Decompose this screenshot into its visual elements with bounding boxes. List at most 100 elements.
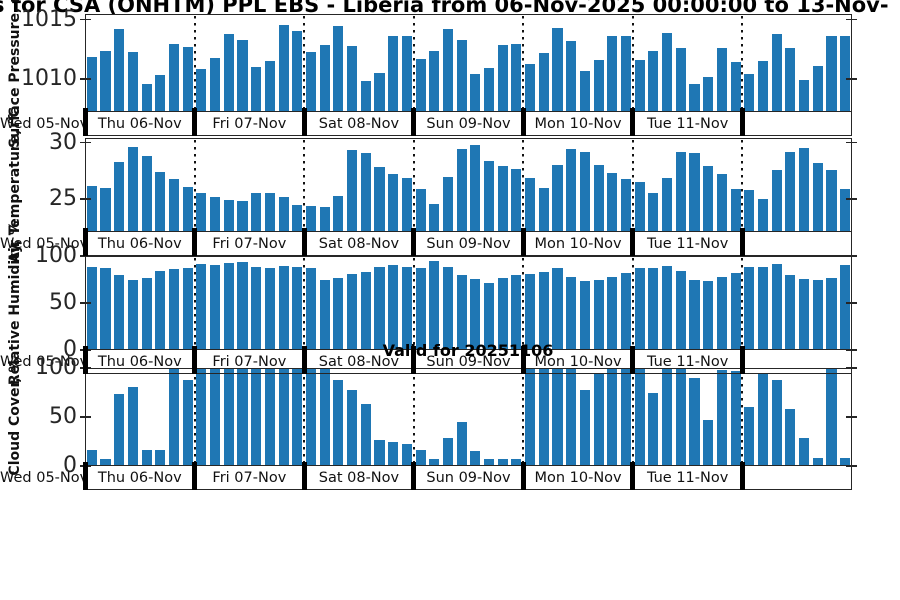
- bar-cloud-cover: [785, 409, 796, 466]
- day-label: Sat 08-Nov: [318, 236, 400, 252]
- bar-air-temperature: [210, 196, 221, 232]
- y-tick-right: [846, 416, 857, 418]
- bar-air-temperature: [196, 193, 207, 232]
- bar-surface-pressure: [785, 48, 796, 112]
- bar-surface-pressure: [689, 83, 700, 112]
- bar-surface-pressure: [196, 69, 207, 112]
- bar-surface-pressure: [223, 34, 234, 112]
- y-tick-right: [846, 255, 857, 257]
- bar-relative-humidity: [716, 276, 727, 350]
- bar-cloud-cover: [840, 458, 851, 466]
- bar-air-temperature: [634, 182, 645, 232]
- day-separator: [630, 462, 636, 490]
- y-tick-label: 30: [49, 129, 77, 155]
- bar-cloud-cover: [210, 368, 221, 466]
- day-boundary-line: [193, 258, 196, 348]
- y-tick-right: [846, 349, 857, 351]
- bar-air-temperature: [292, 204, 303, 232]
- day-boundary-line: [522, 258, 525, 348]
- bar-air-temperature: [100, 187, 111, 232]
- bar-cloud-cover: [716, 369, 727, 466]
- bar-surface-pressure: [168, 43, 180, 112]
- bar-cloud-cover: [744, 407, 755, 466]
- bar-cloud-cover: [483, 459, 495, 466]
- day-separator: [82, 108, 88, 136]
- bar-cloud-cover: [730, 370, 741, 466]
- bar-relative-humidity: [141, 277, 152, 350]
- bar-relative-humidity: [730, 272, 741, 350]
- day-separator: [82, 462, 88, 490]
- bar-air-temperature: [675, 151, 686, 232]
- bar-cloud-cover: [662, 368, 673, 466]
- bar-relative-humidity: [360, 271, 371, 350]
- bar-relative-humidity: [442, 267, 453, 350]
- day-boundary-line: [303, 258, 306, 348]
- bar-air-temperature: [730, 188, 741, 232]
- day-label: Sun 09-Nov: [426, 354, 511, 370]
- bar-surface-pressure: [86, 56, 97, 112]
- bar-relative-humidity: [812, 280, 823, 350]
- day-boundary-line: [522, 370, 525, 464]
- day-label: Mon 10-Nov: [534, 470, 622, 486]
- bar-surface-pressure: [429, 50, 440, 112]
- bar-surface-pressure: [757, 61, 769, 112]
- day-separator: [301, 228, 307, 256]
- valid-for-label: Valid for 20251106: [382, 341, 554, 360]
- bar-air-temperature: [497, 166, 508, 232]
- day-label: Fri 07-Nov: [212, 354, 287, 370]
- bar-surface-pressure: [771, 34, 782, 112]
- bar-relative-humidity: [840, 265, 851, 350]
- left-axis-date: Wed 05-Nov: [0, 354, 89, 370]
- day-boundary-line: [412, 258, 415, 348]
- y-tick-label: 100: [35, 243, 77, 268]
- bar-relative-humidity: [675, 271, 686, 350]
- bar-cloud-cover: [319, 368, 330, 466]
- bar-relative-humidity: [799, 278, 810, 350]
- y-tick-label: 25: [49, 186, 77, 212]
- day-boundary-line: [412, 370, 415, 464]
- bar-surface-pressure: [730, 62, 741, 112]
- day-label-band: [85, 112, 852, 136]
- day-separator: [192, 462, 198, 490]
- day-label: Thu 06-Nov: [97, 470, 182, 486]
- bar-cloud-cover: [182, 379, 193, 466]
- bar-relative-humidity: [757, 267, 769, 350]
- day-boundary-line: [631, 16, 634, 110]
- bar-air-temperature: [155, 171, 166, 232]
- bar-surface-pressure: [634, 60, 645, 112]
- bar-air-temperature: [333, 195, 344, 232]
- y-tick-label: 50: [49, 404, 77, 429]
- bar-air-temperature: [771, 169, 782, 232]
- day-label: Sat 08-Nov: [318, 470, 400, 486]
- bar-air-temperature: [429, 203, 440, 232]
- plot-box-relative-humidity: [85, 256, 852, 350]
- bar-cloud-cover: [634, 368, 645, 466]
- bar-air-temperature: [511, 168, 522, 232]
- bar-cloud-cover: [812, 458, 823, 466]
- bar-relative-humidity: [470, 278, 481, 350]
- bar-air-temperature: [114, 161, 125, 232]
- bar-cloud-cover: [223, 368, 234, 466]
- bar-relative-humidity: [388, 265, 399, 350]
- y-tick-left: [80, 302, 91, 304]
- y-tick-label: 0: [63, 337, 77, 362]
- bar-surface-pressure: [127, 51, 138, 112]
- bar-relative-humidity: [483, 283, 495, 350]
- bar-cloud-cover: [374, 439, 385, 466]
- bar-cloud-cover: [264, 368, 275, 466]
- day-boundary-line: [522, 140, 525, 230]
- bar-cloud-cover: [525, 368, 536, 466]
- bar-cloud-cover: [771, 379, 782, 466]
- bar-air-temperature: [483, 160, 495, 232]
- y-tick-left: [80, 77, 91, 80]
- bar-cloud-cover: [429, 459, 440, 466]
- day-boundary-line: [631, 258, 634, 348]
- bar-cloud-cover: [799, 437, 810, 466]
- bar-relative-humidity: [662, 266, 673, 350]
- day-label: Fri 07-Nov: [212, 116, 287, 132]
- bar-surface-pressure: [840, 36, 851, 112]
- bar-surface-pressure: [662, 32, 673, 112]
- bar-air-temperature: [360, 152, 371, 232]
- bar-surface-pressure: [525, 63, 536, 112]
